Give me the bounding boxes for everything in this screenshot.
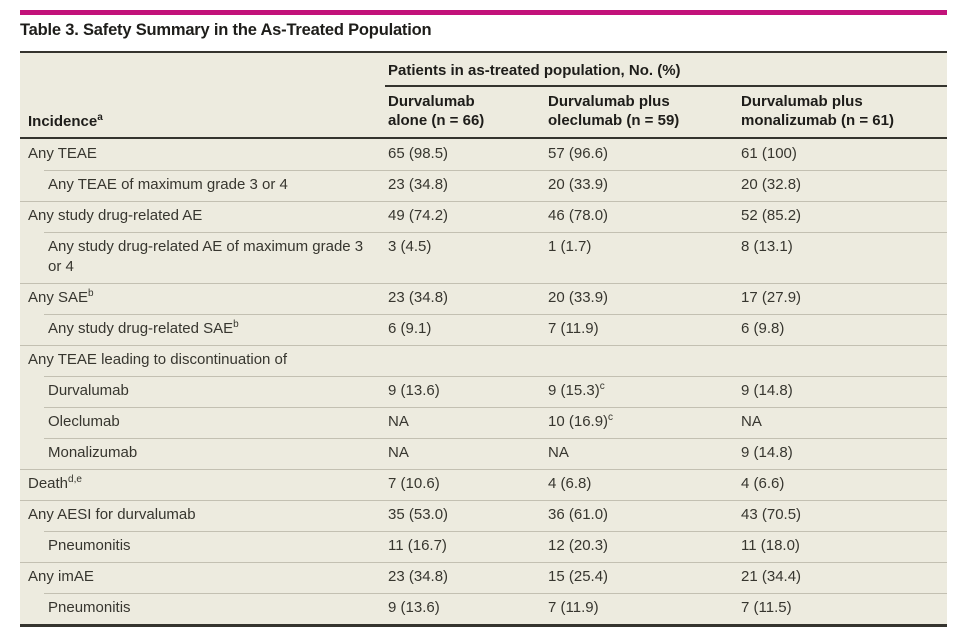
table-row: Any AESI for durvalumab 35 (53.0) 36 (61.0… xyxy=(20,500,947,531)
row-label: Any study drug-related AE of maximum gra… xyxy=(48,238,364,275)
table-row: Pneumonitis 9 (13.6) 7 (11.9) 7 (11.5) xyxy=(20,593,947,624)
row-label: Deathd,e xyxy=(28,474,82,493)
row-label: Pneumonitis xyxy=(48,599,131,616)
row-label: Durvalumab xyxy=(48,382,129,399)
table-row: Any study drug-related SAEb 6 (9.1) 7 (11.… xyxy=(20,314,947,345)
incidence-header: Incidencea xyxy=(20,113,385,137)
table-row: Any study drug-related AE of maximum gra… xyxy=(20,232,947,283)
cell-value: 15 (25.4) xyxy=(548,568,609,585)
table-title: Table 3. Safety Summary in the As-Treate… xyxy=(20,21,432,39)
footnote-marker: b xyxy=(88,288,94,299)
table-row: Monalizumab NA NA 9 (14.8) xyxy=(20,438,947,469)
cell-value: 4 (6.8) xyxy=(548,475,592,492)
row-label: Monalizumab xyxy=(48,444,138,461)
cell-value: 9 (14.8) xyxy=(741,382,793,399)
cell-value: 23 (34.8) xyxy=(388,568,449,585)
cell-value xyxy=(738,345,947,376)
spanner-row: Patients in as-treated population, No. (… xyxy=(20,53,947,87)
cell-value: 20 (33.9) xyxy=(548,289,609,306)
cell-value: 20 (33.9) xyxy=(548,176,609,193)
cell-value: 43 (70.5) xyxy=(741,506,802,523)
row-label: Pneumonitis xyxy=(48,537,131,554)
cell-value: 9 (13.6) xyxy=(388,599,440,616)
cell-value: 4 (6.6) xyxy=(741,475,785,492)
row-label: Any AESI for durvalumab xyxy=(28,506,196,523)
cell-value: 23 (34.8) xyxy=(388,176,449,193)
cell-value: 7 (11.9) xyxy=(548,599,599,616)
column-header-row: Incidencea Durvalumab alone (n = 66) Durv… xyxy=(20,87,947,139)
cell-value xyxy=(545,345,738,376)
table-row: Any SAEb 23 (34.8) 20 (33.9) 17 (27.9) xyxy=(20,283,947,314)
footnote-marker: c xyxy=(608,412,614,423)
table-row: Oleclumab NA 10 (16.9)c NA xyxy=(20,407,947,438)
cell-value: 36 (61.0) xyxy=(548,506,609,523)
row-label: Oleclumab xyxy=(48,413,120,430)
cell-value: 9 (13.6) xyxy=(388,382,440,399)
row-label: Any study drug-related SAEb xyxy=(48,319,239,338)
cell-value: 6 (9.1) xyxy=(388,320,432,337)
cell-value: 65 (98.5) xyxy=(388,145,449,162)
row-label: Any TEAE of maximum grade 3 or 4 xyxy=(48,176,288,193)
row-label: Any study drug-related AE xyxy=(28,207,203,224)
cell-value: NA xyxy=(741,413,762,430)
cell-value: 8 (13.1) xyxy=(741,238,793,255)
footnote-marker: b xyxy=(233,319,239,330)
column-header-durvalumab-oleclumab: Durvalumab plus oleclumab (n = 59) xyxy=(548,93,680,129)
cell-value: 23 (34.8) xyxy=(388,289,449,306)
table-row: Any TEAE leading to discontinuation of xyxy=(20,345,947,376)
cell-value: 11 (16.7) xyxy=(388,537,447,554)
table-header: Patients in as-treated population, No. (… xyxy=(20,53,947,139)
cell-value: 61 (100) xyxy=(741,145,797,162)
table-body: Any TEAE 65 (98.5) 57 (96.6) 61 (100) Any TE… xyxy=(20,139,947,624)
cell-value: 17 (27.9) xyxy=(741,289,802,306)
row-label: Any imAE xyxy=(28,568,94,585)
table-row: Any study drug-related AE 49 (74.2) 46 (78… xyxy=(20,201,947,232)
cell-value: 3 (4.5) xyxy=(388,238,432,255)
cell-value xyxy=(385,345,545,376)
row-label: Any TEAE xyxy=(28,145,97,162)
cell-value: 57 (96.6) xyxy=(548,145,609,162)
cell-value: 7 (11.5) xyxy=(741,599,792,616)
cell-value: 7 (10.6) xyxy=(388,475,440,492)
cell-value: 6 (9.8) xyxy=(741,320,785,337)
spanner-heading-label: Patients in as-treated population, No. (… xyxy=(388,62,681,79)
footnote-marker: c xyxy=(599,381,605,392)
cell-value: 10 (16.9)c xyxy=(548,412,614,431)
spanner-spacer xyxy=(20,53,385,87)
table-row: Pneumonitis 11 (16.7) 12 (20.3) 11 (18.0) xyxy=(20,531,947,562)
incidence-header-label: Incidence xyxy=(28,113,98,130)
cell-value: 9 (15.3)c xyxy=(548,381,605,400)
cell-value: 35 (53.0) xyxy=(388,506,449,523)
cell-value: 1 (1.7) xyxy=(548,238,592,255)
row-label: Any TEAE leading to discontinuation of xyxy=(28,351,288,368)
cell-value: NA xyxy=(388,444,409,461)
cell-value: 49 (74.2) xyxy=(388,207,449,224)
accent-bar xyxy=(20,10,947,15)
cell-value: 7 (11.9) xyxy=(548,320,599,337)
cell-value: 9 (14.8) xyxy=(741,444,793,461)
table-row: Durvalumab 9 (13.6) 9 (15.3)c 9 (14.8) xyxy=(20,376,947,407)
table-row: Any TEAE of maximum grade 3 or 4 23 (34.8… xyxy=(20,170,947,201)
table-row: Deathd,e 7 (10.6) 4 (6.8) 4 (6.6) xyxy=(20,469,947,500)
column-header-durvalumab-alone: Durvalumab alone (n = 66) xyxy=(388,93,485,129)
incidence-footnote-marker: a xyxy=(97,112,103,123)
footnote-marker: d,e xyxy=(68,474,82,485)
cell-value: 21 (34.4) xyxy=(741,568,802,585)
cell-value: 52 (85.2) xyxy=(741,207,802,224)
spanner-heading: Patients in as-treated population, No. (… xyxy=(385,53,947,87)
cell-value: NA xyxy=(548,444,569,461)
cell-value: 46 (78.0) xyxy=(548,207,609,224)
safety-table: Patients in as-treated population, No. (… xyxy=(20,51,947,627)
cell-value: 12 (20.3) xyxy=(548,537,609,554)
cell-value: 11 (18.0) xyxy=(741,537,800,554)
column-header-durvalumab-monalizumab: Durvalumab plus monalizumab (n = 61) xyxy=(741,93,894,129)
cell-value: NA xyxy=(388,413,409,430)
table-row: Any TEAE 65 (98.5) 57 (96.6) 61 (100) xyxy=(20,139,947,170)
cell-value: 20 (32.8) xyxy=(741,176,802,193)
table-row: Any imAE 23 (34.8) 15 (25.4) 21 (34.4) xyxy=(20,562,947,593)
row-label: Any SAEb xyxy=(28,288,94,307)
